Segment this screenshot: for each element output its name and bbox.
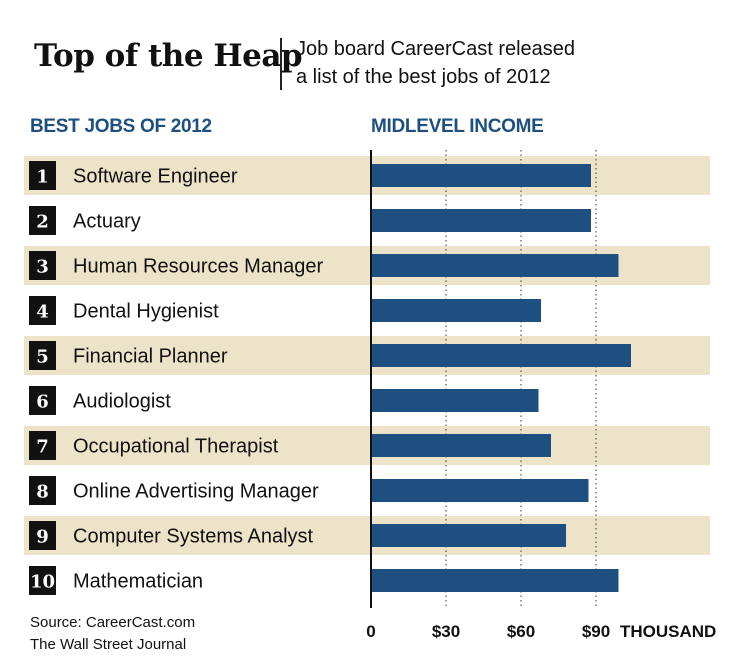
chart-subtitle: Job board CareerCast released a list of …: [296, 35, 575, 91]
job-label: Software Engineer: [73, 166, 238, 188]
job-label: Audiologist: [73, 391, 171, 413]
job-label: Occupational Therapist: [73, 436, 279, 458]
rank-box: [29, 206, 56, 235]
rank-box: [29, 341, 56, 370]
job-label: Mathematician: [73, 571, 203, 593]
chart-title: Top of the Heap: [34, 38, 303, 74]
rank-number: 5: [36, 347, 49, 368]
rank-number: 10: [30, 572, 55, 593]
rank-box: [29, 161, 56, 190]
rank-number: 8: [36, 482, 49, 503]
subtitle-line-2: a list of the best jobs of 2012: [296, 66, 551, 88]
x-tick-label: $90: [582, 622, 610, 641]
job-label: Dental Hygienist: [73, 301, 219, 323]
bar: [371, 389, 539, 412]
rank-box: [29, 431, 56, 460]
job-label: Actuary: [73, 211, 141, 233]
job-label: Human Resources Manager: [73, 256, 323, 278]
bar: [371, 344, 631, 367]
source-note: Source: CareerCast.com The Wall Street J…: [30, 612, 195, 656]
rank-number: 9: [36, 527, 49, 548]
x-tick-label: $60: [507, 622, 535, 641]
rank-box: [29, 566, 56, 595]
bar: [371, 164, 591, 187]
bar: [371, 524, 566, 547]
row-band: [24, 516, 710, 555]
row-band: [24, 426, 710, 465]
rank-number: 6: [36, 392, 49, 413]
categories-header: BEST JOBS OF 2012: [30, 116, 212, 137]
job-label: Computer Systems Analyst: [73, 526, 314, 548]
bar: [371, 209, 591, 232]
bar: [371, 434, 551, 457]
x-tick-label: $30: [432, 622, 460, 641]
rank-box: [29, 386, 56, 415]
rank-box: [29, 476, 56, 505]
value-header: MIDLEVEL INCOME: [371, 116, 544, 137]
source-text: Source: CareerCast.com: [30, 614, 196, 631]
bar: [371, 254, 619, 277]
rank-box: [29, 251, 56, 280]
bar: [371, 479, 589, 502]
rank-number: 1: [36, 167, 49, 188]
bar: [371, 299, 541, 322]
job-label: Online Advertising Manager: [73, 481, 319, 503]
rank-number: 7: [36, 437, 49, 458]
bar: [371, 569, 619, 592]
title-divider: [280, 38, 282, 90]
rank-number: 2: [36, 212, 49, 233]
rank-number: 4: [36, 302, 49, 323]
credit-text: The Wall Street Journal: [30, 636, 187, 653]
rank-box: [29, 521, 56, 550]
subtitle-line-1: Job board CareerCast released: [296, 38, 576, 60]
rank-box: [29, 296, 56, 325]
x-unit-label: THOUSAND: [620, 622, 716, 641]
rank-number: 3: [36, 257, 49, 278]
x-tick-label: 0: [366, 622, 375, 641]
row-band: [24, 156, 710, 195]
job-label: Financial Planner: [73, 346, 228, 368]
